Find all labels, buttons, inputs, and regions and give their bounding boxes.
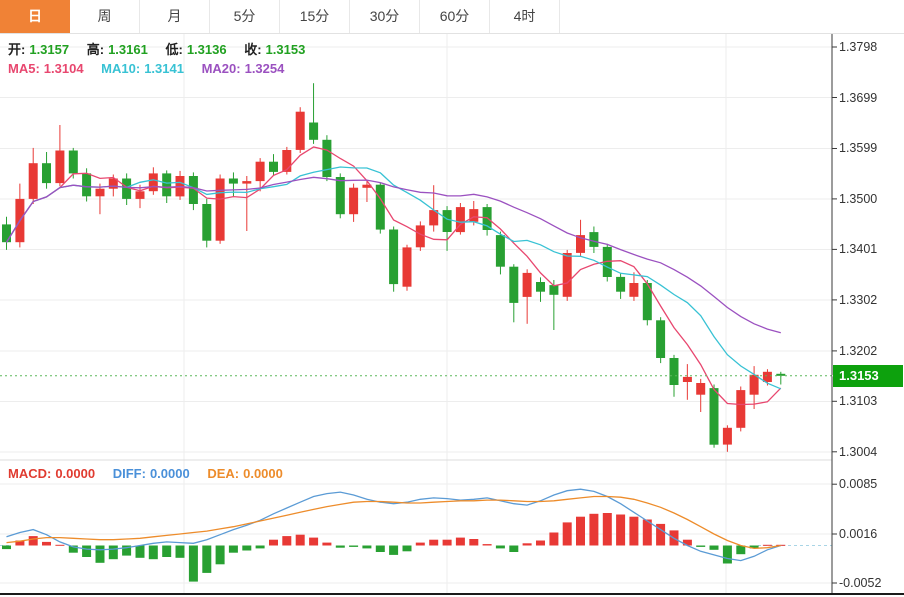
tab-30min[interactable]: 30分 xyxy=(350,0,420,33)
macd-value: 0.0000 xyxy=(55,466,96,481)
tab-15min[interactable]: 15分 xyxy=(280,0,350,33)
ma20-label: MA20: xyxy=(201,61,241,76)
ma10-label: MA10: xyxy=(101,61,141,76)
bottom-border xyxy=(0,593,904,595)
close-value: 1.3153 xyxy=(265,42,306,57)
tab-month[interactable]: 月 xyxy=(140,0,210,33)
ma5-value: 1.3104 xyxy=(43,61,84,76)
price-tick-label: 1.3103 xyxy=(839,394,878,408)
chart-canvas[interactable] xyxy=(0,34,904,595)
tab-4hour[interactable]: 4时 xyxy=(490,0,560,33)
macd-tick-label: 0.0016 xyxy=(839,527,878,541)
dea-label: DEA: xyxy=(207,466,240,481)
ma5-label: MA5: xyxy=(8,61,40,76)
close-label: 收: xyxy=(244,42,262,57)
price-tick-label: 1.3401 xyxy=(839,242,878,256)
chart-area: 开: 1.3157 高: 1.3161 低: 1.3136 收: 1.3153 MA5:… xyxy=(0,34,904,597)
macd-legend: MACD: 0.0000 DIFF: 0.0000 DEA: 0.0000 xyxy=(8,466,287,481)
current-price-badge: 1.3153 xyxy=(833,365,903,387)
tab-day[interactable]: 日 xyxy=(0,0,70,33)
tab-week[interactable]: 周 xyxy=(70,0,140,33)
ma20-value: 1.3254 xyxy=(244,61,285,76)
ma-legend: MA5: 1.3104 MA10: 1.3141 MA20: 1.3254 xyxy=(8,61,288,76)
low-label: 低: xyxy=(165,42,183,57)
macd-label: MACD: xyxy=(8,466,52,481)
macd-tick-label: -0.0052 xyxy=(839,576,882,590)
period-tabbar: 日 周 月 5分 15分 30分 60分 4时 xyxy=(0,0,904,34)
price-tick-label: 1.3004 xyxy=(839,445,878,459)
diff-value: 0.0000 xyxy=(149,466,190,481)
low-value: 1.3136 xyxy=(186,42,227,57)
tabbar-spacer xyxy=(560,0,904,33)
open-label: 开: xyxy=(8,42,26,57)
dea-value: 0.0000 xyxy=(243,466,283,481)
diff-label: DIFF: xyxy=(112,466,146,481)
price-tick-label: 1.3500 xyxy=(839,192,878,206)
tab-60min[interactable]: 60分 xyxy=(420,0,490,33)
price-tick-label: 1.3699 xyxy=(839,91,878,105)
price-tick-label: 1.3798 xyxy=(839,40,878,54)
tab-5min[interactable]: 5分 xyxy=(210,0,280,33)
open-value: 1.3157 xyxy=(29,42,70,57)
high-label: 高: xyxy=(86,42,105,57)
price-tick-label: 1.3202 xyxy=(839,344,878,358)
high-value: 1.3161 xyxy=(108,42,148,57)
price-tick-label: 1.3599 xyxy=(839,141,878,155)
ohlc-legend: 开: 1.3157 高: 1.3161 低: 1.3136 收: 1.3153 xyxy=(8,39,309,58)
ma10-value: 1.3141 xyxy=(144,61,184,76)
macd-tick-label: 0.0085 xyxy=(839,477,878,491)
price-tick-label: 1.3302 xyxy=(839,293,878,307)
